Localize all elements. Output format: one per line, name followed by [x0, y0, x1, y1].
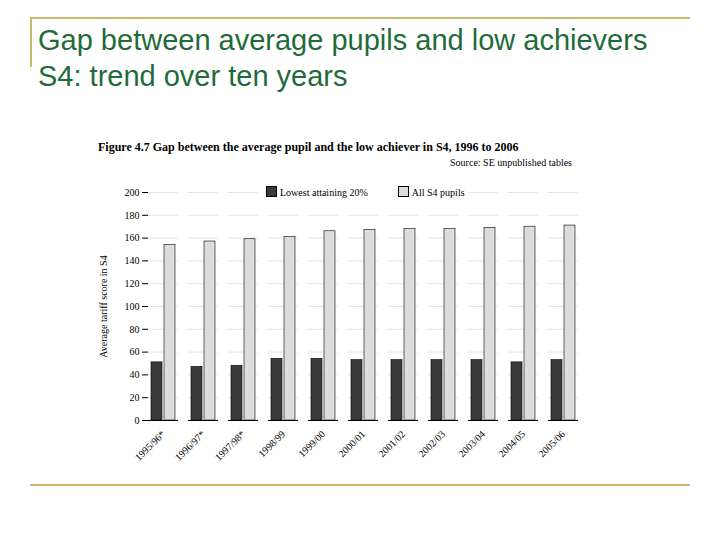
html-text:Lowest attaining 20%: Lowest attaining 20%	[280, 187, 368, 198]
svg-text:120: 120	[125, 278, 140, 289]
svg-text:1995/96*: 1995/96*	[133, 428, 167, 462]
svg-text:1997/98*: 1997/98*	[213, 428, 247, 462]
svg-text:0: 0	[135, 415, 140, 426]
svg-text:2002/03: 2002/03	[416, 428, 447, 459]
svg-text:200: 200	[125, 187, 140, 198]
svg-text:20: 20	[130, 392, 140, 403]
svg-text:1998/99: 1998/99	[256, 428, 287, 459]
html-text:Gap between average pupils and: Gap between average pupils and low achie…	[38, 24, 648, 92]
svg-text:180: 180	[125, 210, 140, 221]
svg-text:Average tariff score in S4: Average tariff score in S4	[98, 255, 109, 357]
svg-text:160: 160	[125, 232, 140, 243]
svg-text:2004/05: 2004/05	[496, 428, 527, 459]
svg-text:40: 40	[130, 369, 140, 380]
html-text:Source: SE unpublished tables: Source: SE unpublished tables	[450, 157, 572, 168]
svg-text:80: 80	[130, 324, 140, 335]
svg-text:1996/97*: 1996/97*	[173, 428, 207, 462]
svg-text:2005/06: 2005/06	[536, 428, 567, 459]
svg-text:140: 140	[125, 255, 140, 266]
html-text:Figure 4.7 Gap between the ave: Figure 4.7 Gap between the average pupil…	[98, 140, 519, 154]
svg-text:2003/04: 2003/04	[456, 428, 487, 459]
svg-text:60: 60	[130, 346, 140, 357]
html-text:All S4 pupils: All S4 pupils	[411, 187, 465, 198]
svg-text:2001/02: 2001/02	[376, 428, 407, 459]
svg-text:2000/01: 2000/01	[336, 428, 367, 459]
svg-text:1999/00: 1999/00	[296, 428, 327, 459]
svg-text:100: 100	[125, 301, 140, 312]
